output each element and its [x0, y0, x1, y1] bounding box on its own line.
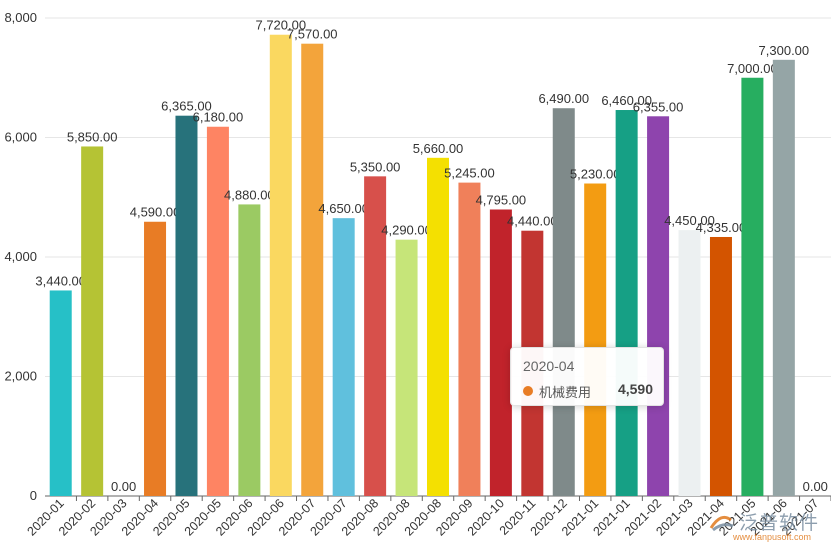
bar [647, 116, 670, 496]
data-label: 0.00 [803, 479, 828, 494]
bar [426, 157, 450, 496]
bar [615, 110, 638, 496]
data-label: 4,440.00 [507, 214, 558, 229]
data-label: 5,850.00 [67, 129, 118, 144]
bar [489, 209, 512, 496]
data-label: 6,180.00 [193, 110, 244, 125]
tooltip-series-name: 机械费用 [539, 385, 592, 400]
bar [709, 236, 732, 496]
tooltip-title: 2020-04 [523, 358, 575, 374]
data-label: 7,570.00 [287, 27, 338, 42]
data-label: 3,440.00 [35, 273, 86, 288]
data-label: 5,350.00 [350, 159, 401, 174]
data-label: 7,300.00 [759, 43, 810, 58]
data-label: 5,245.00 [444, 166, 495, 181]
watermark: 泛普软件 www.fanpusoft.com [703, 508, 823, 542]
tooltip: 2020-04 机械费用 4,590 [510, 347, 664, 406]
bar [238, 204, 261, 497]
bar [458, 182, 481, 496]
bar [269, 34, 292, 496]
data-label: 4,590.00 [130, 205, 181, 220]
y-tick-label: 2,000 [4, 369, 37, 384]
watermark-text: 泛普软件 [739, 513, 820, 534]
bar [301, 43, 324, 496]
data-label: 4,795.00 [476, 192, 527, 207]
data-label: 4,880.00 [224, 187, 275, 202]
data-label: 4,290.00 [381, 223, 432, 238]
bar [772, 59, 795, 496]
data-label: 6,460.00 [601, 93, 652, 108]
data-label: 4,650.00 [318, 201, 369, 216]
bar [206, 126, 229, 497]
bar [49, 290, 72, 496]
tooltip-value: 4,590 [617, 381, 653, 397]
data-label: 6,355.00 [633, 99, 684, 114]
watermark-url: www.fanpusoft.com [733, 532, 812, 542]
bar [332, 218, 355, 496]
data-label: 0.00 [111, 479, 136, 494]
bar [741, 77, 764, 496]
bar [395, 239, 418, 497]
data-label: 4,335.00 [696, 220, 747, 235]
y-tick-label: 0 [30, 488, 37, 503]
y-tick-label: 8,000 [4, 10, 37, 25]
data-label: 6,490.00 [538, 91, 589, 106]
data-label: 4,450.00 [664, 213, 715, 228]
y-tick-label: 4,000 [4, 249, 37, 264]
bar [81, 146, 104, 496]
bar [144, 221, 167, 496]
data-label: 7,000.00 [727, 61, 778, 76]
bar [584, 183, 607, 496]
data-label: 5,230.00 [570, 167, 621, 182]
y-tick-label: 6,000 [4, 130, 37, 145]
data-label: 6,365.00 [161, 99, 212, 114]
tooltip-series-marker [523, 386, 533, 396]
bar [364, 176, 387, 496]
data-label: 7,720.00 [255, 18, 306, 33]
data-label: 5,660.00 [413, 141, 464, 156]
bar [175, 115, 198, 496]
bar [678, 230, 701, 497]
logo-icon [709, 515, 734, 532]
